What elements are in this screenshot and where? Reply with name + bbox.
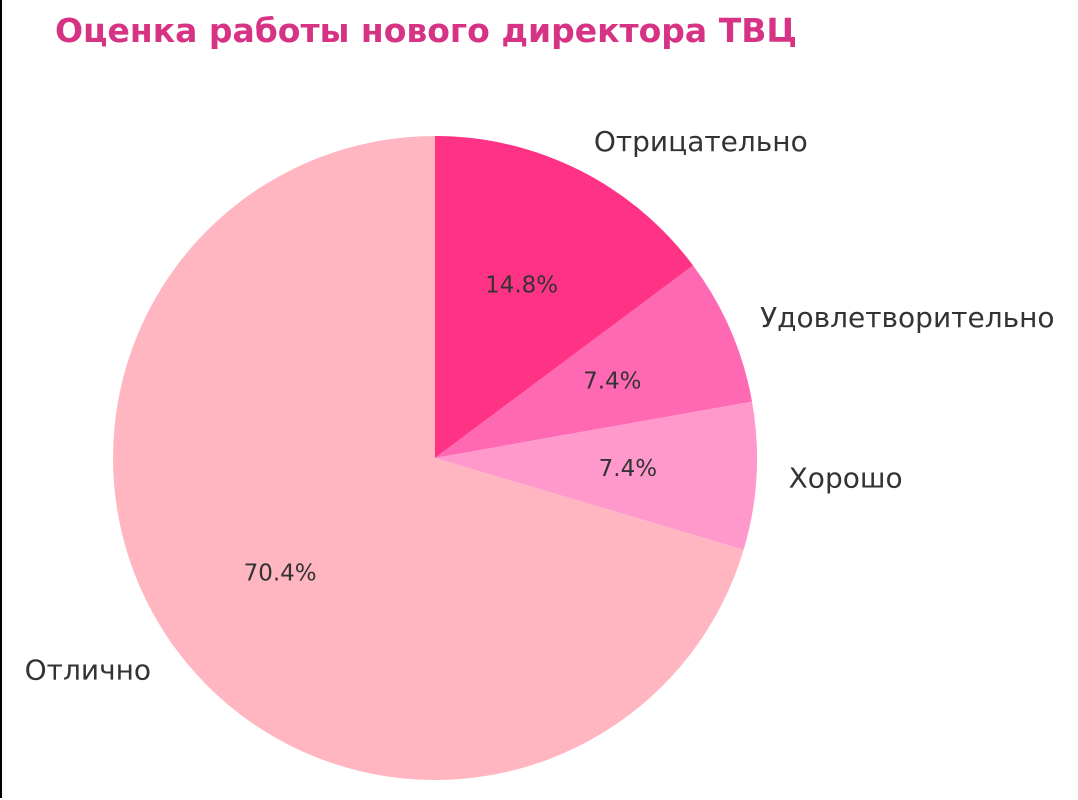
- category-label-4: Отлично: [25, 653, 151, 686]
- percent-labels: 14.8% 7.4% 7.4% 70.4%: [244, 272, 658, 586]
- percent-label-1: 14.8%: [485, 272, 558, 298]
- category-label-1: Отрицательно: [594, 125, 808, 158]
- category-label-2: Удовлетворительно: [760, 301, 1054, 334]
- pie-slices: [113, 136, 757, 780]
- percent-label-2: 7.4%: [583, 368, 641, 394]
- chart-title: Оценка работы нового директора ТВЦ: [55, 11, 797, 50]
- pie-slice-1: [435, 136, 694, 458]
- percent-label-4: 70.4%: [244, 561, 317, 587]
- percent-label-3: 7.4%: [599, 456, 657, 482]
- category-labels: Отрицательно Удовлетворительно Хорошо Отлич…: [25, 125, 1055, 686]
- pie-slice-4: [113, 136, 744, 780]
- pie-slice-3: [435, 401, 757, 550]
- category-label-3: Хорошо: [789, 462, 903, 495]
- pie-slice-2: [435, 265, 753, 458]
